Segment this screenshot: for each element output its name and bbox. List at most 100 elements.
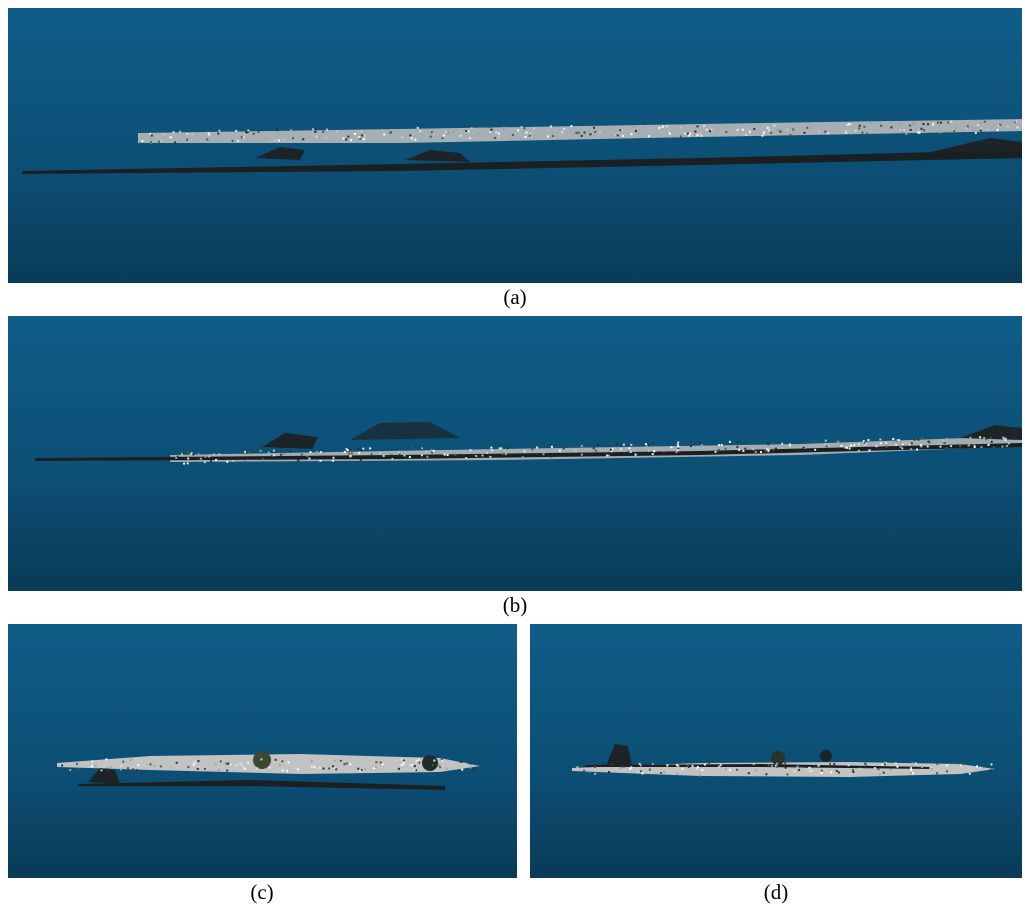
point: [547, 135, 549, 137]
point: [692, 765, 694, 767]
point: [595, 450, 597, 452]
point: [239, 763, 241, 765]
point: [411, 137, 413, 139]
point: [868, 439, 870, 441]
point: [979, 436, 981, 438]
point: [158, 141, 160, 143]
point: [697, 134, 699, 136]
point: [770, 132, 772, 134]
point: [232, 460, 234, 462]
point: [993, 446, 995, 448]
point: [755, 769, 757, 771]
point: [414, 765, 416, 767]
point: [593, 127, 595, 129]
point: [578, 132, 580, 134]
point: [736, 446, 738, 448]
point: [454, 454, 456, 456]
point: [179, 131, 181, 133]
point: [950, 121, 952, 123]
point: [589, 770, 591, 772]
point: [660, 772, 662, 774]
point: [879, 773, 881, 775]
point: [382, 763, 384, 765]
point: [150, 763, 152, 765]
point: [779, 131, 781, 133]
point: [936, 763, 938, 765]
point: [784, 762, 786, 764]
point: [226, 770, 228, 772]
point: [939, 131, 941, 133]
point: [170, 136, 172, 138]
point: [920, 444, 922, 446]
point: [738, 130, 740, 132]
point: [620, 448, 622, 450]
point: [912, 772, 914, 774]
point: [851, 123, 853, 125]
point: [404, 455, 406, 457]
point: [704, 764, 706, 766]
point: [721, 444, 723, 446]
point: [132, 768, 134, 770]
point: [716, 451, 718, 453]
point: [461, 769, 463, 771]
point: [136, 769, 138, 771]
point: [322, 131, 324, 133]
point: [226, 461, 228, 463]
point: [595, 773, 597, 775]
point: [194, 762, 196, 764]
point: [946, 132, 948, 134]
point: [183, 463, 185, 465]
point: [198, 766, 200, 768]
point: [260, 758, 262, 760]
point: [643, 126, 645, 128]
point: [346, 762, 348, 764]
point: [419, 762, 421, 764]
point: [436, 451, 438, 453]
point: [230, 764, 232, 766]
point: [594, 766, 596, 768]
point: [959, 445, 961, 447]
point: [350, 455, 352, 457]
point: [283, 452, 285, 454]
point: [849, 448, 851, 450]
point: [543, 453, 545, 455]
point: [677, 449, 679, 451]
point: [652, 442, 654, 444]
point: [325, 137, 327, 139]
point: [944, 442, 946, 444]
point: [648, 450, 650, 452]
point: [742, 450, 744, 452]
point: [922, 437, 924, 439]
point: [271, 455, 273, 457]
point: [76, 763, 78, 765]
point: [812, 440, 814, 442]
point: [854, 130, 856, 132]
point: [563, 128, 565, 130]
point: [775, 448, 777, 450]
point: [521, 126, 523, 128]
point: [593, 447, 595, 449]
point: [975, 132, 977, 134]
point: [273, 454, 275, 456]
point: [696, 768, 698, 770]
point: [245, 132, 247, 134]
point: [980, 130, 982, 132]
point: [972, 126, 974, 128]
point: [617, 134, 619, 136]
point: [662, 447, 664, 449]
point: [219, 130, 221, 132]
point: [105, 758, 107, 760]
point: [956, 762, 958, 764]
point: [772, 442, 774, 444]
point: [220, 760, 222, 762]
point: [489, 131, 491, 133]
point: [910, 769, 912, 771]
point: [326, 129, 328, 131]
point: [160, 140, 162, 142]
point: [718, 444, 720, 446]
page: (a) (b) (c) (d) (() => { const data = JS…: [0, 0, 1025, 910]
point: [323, 768, 325, 770]
point: [612, 448, 614, 450]
caption: (a): [503, 285, 526, 309]
point: [858, 450, 860, 452]
